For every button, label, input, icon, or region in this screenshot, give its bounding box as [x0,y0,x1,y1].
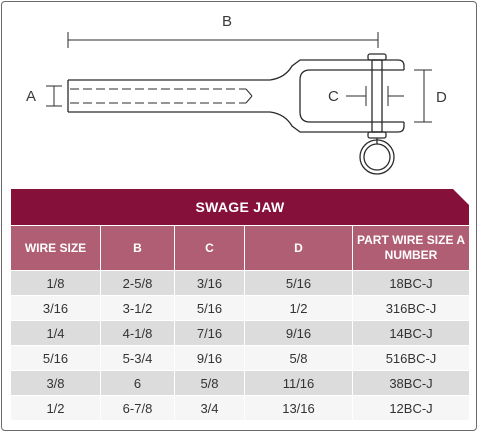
cell-d: 5/8 [245,345,353,370]
table-row: 5/16 5-3/4 9/16 5/8 516BC-J [11,345,469,370]
cell-part-number: 516BC-J [353,345,469,370]
swage-jaw-diagram: B A C D [26,13,447,175]
col-header-b: B [101,225,175,270]
cell-part-number: 14BC-J [353,320,469,345]
cell-c: 5/8 [175,370,245,395]
cell-d: 11/16 [245,370,353,395]
col-header-c: C [175,225,245,270]
cell-part-number: 38BC-J [353,370,469,395]
cell-wire-size: 1/4 [11,320,101,345]
cell-c: 3/4 [175,395,245,420]
cell-b: 5-3/4 [101,345,175,370]
cell-b: 2-5/8 [101,270,175,295]
cell-part-number: 12BC-J [353,395,469,420]
cell-d: 13/16 [245,395,353,420]
cell-part-number: 316BC-J [353,295,469,320]
table-row: 1/2 6-7/8 3/4 13/16 12BC-J [11,395,469,420]
cell-part-number: 18BC-J [353,270,469,295]
dimension-c-label: C [328,88,339,105]
spec-table-container: SWAGE JAW WIRE SIZE B C D PART WIRE SIZE… [11,189,469,420]
table-row: 3/16 3-1/2 5/16 1/2 316BC-J [11,295,469,320]
cell-d: 1/2 [245,295,353,320]
cell-wire-size: 1/2 [11,395,101,420]
cell-c: 7/16 [175,320,245,345]
cell-b: 3-1/2 [101,295,175,320]
spec-table: WIRE SIZE B C D PART WIRE SIZE A NUMBER … [11,225,469,420]
cell-c: 5/16 [175,295,245,320]
cell-b: 6 [101,370,175,395]
col-header-d: D [245,225,353,270]
table-title: SWAGE JAW [11,189,469,225]
dimension-a-label: A [26,88,36,105]
cell-b: 4-1/8 [101,320,175,345]
cell-d: 5/16 [245,270,353,295]
cell-wire-size: 1/8 [11,270,101,295]
col-header-wire-size: WIRE SIZE [11,225,101,270]
cell-c: 9/16 [175,345,245,370]
table-row: 3/8 6 5/8 11/16 38BC-J [11,370,469,395]
cell-wire-size: 3/16 [11,295,101,320]
dimension-d-label: D [436,89,447,106]
cell-d: 9/16 [245,320,353,345]
table-row: 1/8 2-5/8 3/16 5/16 18BC-J [11,270,469,295]
table-row: 1/4 4-1/8 7/16 9/16 14BC-J [11,320,469,345]
dimension-b-label: B [222,13,232,30]
col-header-part-number: PART WIRE SIZE A NUMBER [353,225,469,270]
cell-c: 3/16 [175,270,245,295]
cell-wire-size: 3/8 [11,370,101,395]
cell-b: 6-7/8 [101,395,175,420]
cell-wire-size: 5/16 [11,345,101,370]
header-row: WIRE SIZE B C D PART WIRE SIZE A NUMBER [11,225,469,270]
